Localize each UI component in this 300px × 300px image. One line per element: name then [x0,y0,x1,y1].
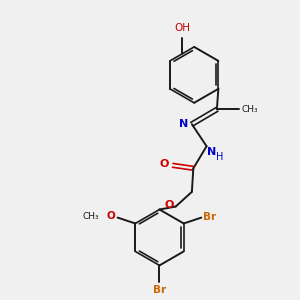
Text: O: O [106,211,115,221]
Text: CH₃: CH₃ [241,105,258,114]
Text: O: O [165,200,174,210]
Text: Br: Br [203,212,216,222]
Text: CH₃: CH₃ [82,212,99,220]
Text: OH: OH [174,23,190,33]
Text: H: H [216,152,224,161]
Text: O: O [160,159,169,169]
Text: N: N [179,119,188,129]
Text: N: N [207,147,216,157]
Text: Br: Br [153,284,166,295]
